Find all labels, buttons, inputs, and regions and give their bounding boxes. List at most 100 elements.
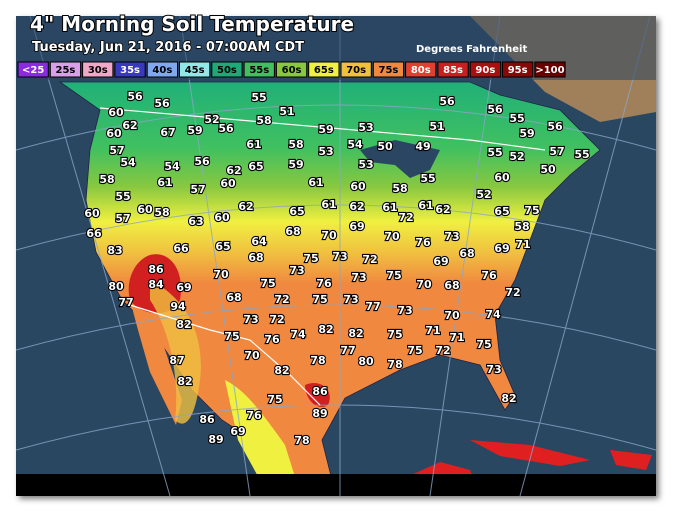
temperature-label: 65 <box>215 240 230 253</box>
temperature-label: 73 <box>343 293 358 306</box>
legend-label: 60s <box>282 65 302 76</box>
temperature-label: 70 <box>213 268 229 281</box>
temperature-label: 58 <box>392 182 407 195</box>
legend-label: 25s <box>56 65 76 76</box>
legend-label: 55s <box>249 65 269 76</box>
temperature-label: 61 <box>246 138 261 151</box>
hispaniola <box>610 450 652 470</box>
cuba <box>470 440 590 466</box>
temperature-label: 58 <box>256 114 271 127</box>
temperature-label: 73 <box>486 363 501 376</box>
graticule <box>16 16 656 496</box>
temperature-label: 73 <box>351 271 366 284</box>
legend-label: 70s <box>346 65 366 76</box>
temperature-label: 52 <box>509 150 524 163</box>
temperature-label: 63 <box>188 215 203 228</box>
temperature-label: 50 <box>540 163 556 176</box>
temperature-label: 59 <box>519 127 534 140</box>
legend-label: 85s <box>443 65 463 76</box>
legend-swatch <box>243 61 275 78</box>
temperature-label: 51 <box>429 120 444 133</box>
temperature-label: 59 <box>187 124 202 137</box>
temperature-label: 74 <box>290 328 306 341</box>
temperature-label: 77 <box>365 300 380 313</box>
temperature-label: 86 <box>312 385 328 398</box>
temperature-label: 56 <box>218 122 234 135</box>
temperature-label: 76 <box>264 333 280 346</box>
map <box>16 16 656 496</box>
legend-swatch <box>275 61 308 78</box>
temperature-label: 73 <box>397 304 412 317</box>
temperature-label: 68 <box>459 247 474 260</box>
temperature-label: 84 <box>148 278 164 291</box>
temperature-label: 69 <box>433 255 448 268</box>
temperature-label: 71 <box>449 331 464 344</box>
temperature-label: 75 <box>303 252 318 265</box>
temperature-label: 61 <box>321 198 336 211</box>
legend-label: 40s <box>152 65 172 76</box>
legend-label: 75s <box>379 65 399 76</box>
temperature-label: 58 <box>154 206 169 219</box>
legend: <25 25s 30s 35s 40s 45s 50s 55s 60s 65s 70s 75s 80s 8… <box>17 61 566 78</box>
legend-swatch <box>340 61 372 78</box>
temperature-label: 82 <box>177 375 192 388</box>
temperature-label: 70 <box>321 229 337 242</box>
temperature-label: 56 <box>487 103 503 116</box>
legend-label: 65s <box>314 65 334 76</box>
legend-label: 90s <box>475 65 495 76</box>
temperature-label: 68 <box>444 279 459 292</box>
temperature-label: 61 <box>382 201 397 214</box>
temperature-label: 82 <box>176 318 191 331</box>
temperature-label: 75 <box>476 338 491 351</box>
temperature-label: 56 <box>439 95 455 108</box>
temperature-label: 75 <box>524 204 539 217</box>
temperature-label: 58 <box>99 173 114 186</box>
temperature-label: 72 <box>362 253 377 266</box>
legend-swatch <box>211 61 243 78</box>
temperature-label: 86 <box>199 413 215 426</box>
temperature-label: 80 <box>358 355 374 368</box>
temperature-label: 66 <box>86 227 102 240</box>
temperature-label: 60 <box>350 180 366 193</box>
temperature-label: 56 <box>547 120 563 133</box>
legend-swatch <box>308 61 340 78</box>
temperature-label: 60 <box>220 177 236 190</box>
temperature-label: 73 <box>289 264 304 277</box>
temperature-label: 71 <box>425 324 440 337</box>
temperature-label: 57 <box>190 183 205 196</box>
temperature-label: 78 <box>294 434 309 447</box>
temperature-label: 53 <box>358 121 373 134</box>
temperature-label: 86 <box>148 263 164 276</box>
temperature-label: 89 <box>208 433 223 446</box>
temperature-label: 56 <box>154 97 170 110</box>
legend-label: 95s <box>508 65 528 76</box>
temperature-label: 49 <box>415 140 430 153</box>
temperature-label: 78 <box>310 354 325 367</box>
legend-label: 35s <box>120 65 140 76</box>
temperature-label: 54 <box>120 156 136 169</box>
temperature-label: 60 <box>494 171 510 184</box>
temperature-label: 53 <box>318 145 333 158</box>
temperature-label: 69 <box>494 242 509 255</box>
temperature-label: 56 <box>127 90 143 103</box>
hot-area <box>305 382 330 408</box>
legend-swatch <box>179 61 211 78</box>
temperature-label: 54 <box>347 138 363 151</box>
legend-swatch <box>146 61 178 78</box>
legend-swatch <box>82 61 114 78</box>
temperature-label: 62 <box>435 203 450 216</box>
temperature-label: 71 <box>515 238 530 251</box>
temperature-label: 83 <box>107 244 122 257</box>
temperature-label: 65 <box>248 160 263 173</box>
temperature-label: 62 <box>238 200 253 213</box>
temperature-label: 60 <box>214 211 230 224</box>
legend-swatch <box>405 61 437 78</box>
temperature-label: 65 <box>494 205 509 218</box>
temperature-label: 78 <box>387 358 402 371</box>
legend-label: >100 <box>535 65 564 76</box>
temperature-label: 72 <box>398 211 413 224</box>
subtitle: Tuesday, Jun 21, 2016 - 07:00AM CDT <box>32 40 304 55</box>
temperature-label: 58 <box>288 138 303 151</box>
temperature-label: 62 <box>226 164 241 177</box>
